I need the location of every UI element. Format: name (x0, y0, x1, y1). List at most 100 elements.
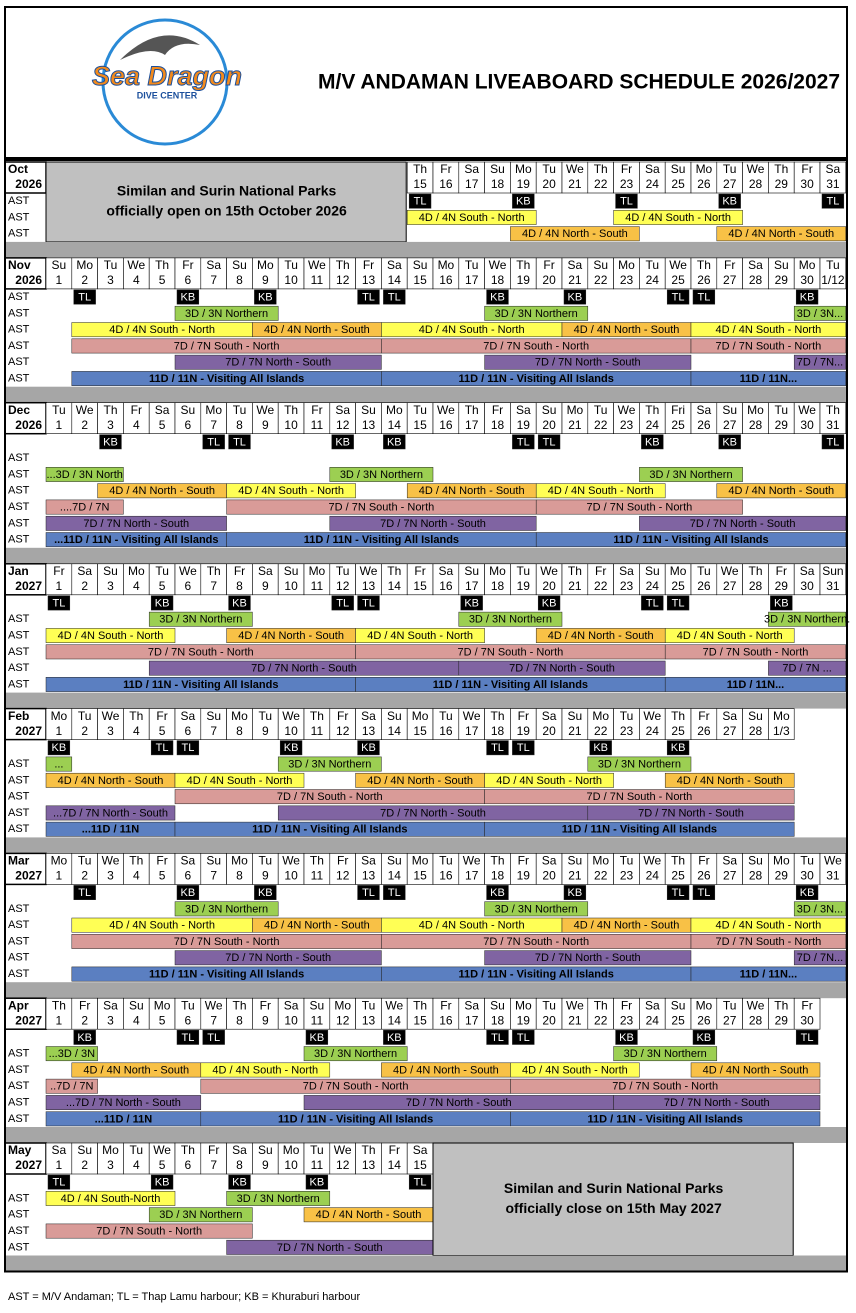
month-name: Jan (8, 564, 29, 578)
day-cell (535, 563, 563, 596)
day: 30 (800, 177, 814, 191)
day-cell (510, 563, 537, 596)
day: 14 (388, 273, 402, 287)
row-label: AST (8, 935, 30, 947)
day-cell (200, 853, 227, 885)
trip-bar (664, 772, 795, 788)
day: 16 (439, 724, 453, 738)
weekday: Mo (154, 998, 171, 1012)
day: 16 (439, 273, 453, 287)
trip-bar (45, 805, 176, 821)
weekday: Sa (413, 1143, 428, 1157)
harbour-code: KB (697, 1032, 712, 1044)
trip-label: 4D / 4N North - South (419, 485, 525, 497)
trip-bar (45, 515, 227, 531)
harbour-box (563, 289, 587, 305)
trip-label: 3D / 3N Northern (314, 1048, 397, 1060)
day: 15 (413, 1158, 427, 1172)
day-cell (406, 853, 434, 885)
weekday: Su (722, 403, 737, 417)
day: 20 (542, 579, 556, 593)
day-cell (71, 563, 98, 596)
weekday: Sa (284, 998, 299, 1012)
weekday: Fr (518, 709, 529, 723)
trip-label: 4D / 4N South - North (677, 630, 783, 642)
day: 3 (107, 273, 114, 287)
weekday: Th (671, 709, 685, 723)
row-label: AST (8, 1113, 30, 1125)
month-cell (4, 257, 47, 290)
month-name: Mar (8, 854, 30, 868)
trip-bar (690, 1062, 821, 1078)
day: 1 (56, 418, 63, 432)
day-cell (458, 161, 485, 194)
day: 6 (185, 869, 192, 883)
day: 28 (749, 869, 763, 883)
weekday: Mo (412, 709, 429, 723)
weekday: We (205, 998, 223, 1012)
day: 4 (133, 1013, 140, 1027)
separator (5, 982, 847, 999)
day-cell (742, 708, 769, 740)
trip-label: 7D / 7N South - North (458, 646, 564, 658)
day-cell (123, 257, 150, 290)
day: 15 (413, 1013, 427, 1027)
trip-label: 4D / 4N North - South (83, 1064, 189, 1076)
harbour-box (512, 740, 535, 756)
weekday: Fr (621, 998, 632, 1012)
harbour-code: TL (646, 597, 659, 609)
weekday: Sa (722, 854, 737, 868)
weekday: We (566, 162, 584, 176)
trip-label: 7D / 7N South - North (148, 646, 254, 658)
day: 22 (594, 869, 608, 883)
day: 19 (517, 273, 531, 287)
day: 9 (262, 579, 269, 593)
weekday: Mo (309, 564, 326, 578)
day: 11 (311, 418, 324, 432)
row-label: AST (8, 758, 30, 770)
trip-label: 11D / 11N... (740, 373, 797, 385)
trip-label: 11D / 11N... (727, 679, 784, 691)
trip-label: 7D / 7N... (797, 952, 843, 964)
day-cell (174, 1142, 202, 1175)
day: 4 (133, 724, 140, 738)
day: 23 (620, 418, 634, 432)
harbour-code: KB (542, 597, 557, 609)
trip-label: 7D / 7N North - South (225, 952, 331, 964)
day: 30 (800, 1013, 814, 1027)
day: 22 (594, 177, 608, 191)
day-cell (432, 257, 460, 290)
harbour-box (228, 1174, 251, 1190)
harbour-code: KB (568, 291, 583, 303)
day: 12 (336, 579, 350, 593)
harbour-box (563, 885, 587, 900)
trip-bar (613, 1046, 718, 1062)
weekday: Th (645, 403, 659, 417)
title: M/V ANDAMAN LIVEABOARD SCHEDULE 2026/202… (318, 71, 840, 94)
day: 2 (81, 1158, 88, 1172)
day-cell (97, 402, 124, 435)
harbour-code: KB (258, 291, 273, 303)
day-cell (613, 853, 640, 885)
harbour-code: TL (697, 291, 710, 303)
weekday: Sa (619, 564, 634, 578)
weekday: Tu (542, 998, 556, 1012)
day: 25 (671, 579, 685, 593)
day-cell (277, 708, 305, 740)
trip-label: 7D / 7N South - North (716, 936, 822, 948)
harbour-box (47, 1174, 71, 1190)
day: 3 (107, 869, 114, 883)
weekday: Th (490, 854, 504, 868)
weekday: Sa (206, 258, 221, 272)
weekday: Sa (258, 564, 273, 578)
row-label: AST (8, 807, 30, 819)
day: 6 (185, 418, 192, 432)
weekday: Fr (543, 258, 554, 272)
weekday: Su (671, 162, 686, 176)
weekday: Mo (696, 162, 713, 176)
weekday: Su (52, 258, 67, 272)
notice (45, 161, 407, 243)
day: 27 (723, 418, 737, 432)
trip-label: 7D / 7N North - South (251, 663, 357, 675)
row-label: AST (8, 678, 30, 690)
